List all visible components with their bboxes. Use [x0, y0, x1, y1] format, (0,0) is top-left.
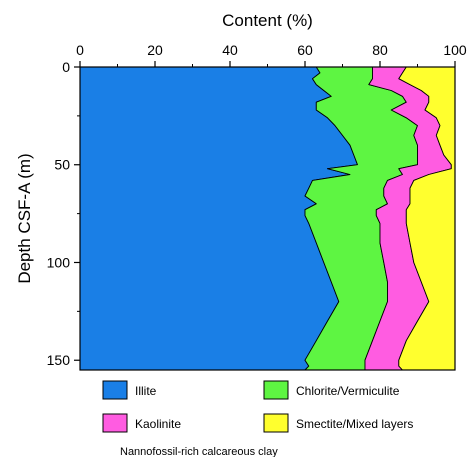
- legend-swatch: [263, 380, 289, 400]
- y-tick-label: 0: [62, 59, 70, 75]
- legend-swatch: [263, 413, 289, 433]
- x-axis-ticks: 0 20 40 60 80 100: [76, 42, 467, 67]
- legend-label: Smectite/Mixed layers: [296, 417, 413, 431]
- legend: Illite Chlorite/Vermiculite Kaolinite Smect…: [102, 380, 413, 433]
- y-axis-ticks: 0 50 100 150: [47, 59, 80, 368]
- y-axis-label: Depth CSF-A (m): [15, 153, 34, 283]
- x-tick-label: 40: [222, 42, 238, 58]
- legend-label: Chlorite/Vermiculite: [296, 384, 400, 398]
- x-axis-label: Content (%): [222, 11, 313, 30]
- x-tick-label: 80: [372, 42, 388, 58]
- y-tick-label: 150: [47, 352, 71, 368]
- x-tick-label: 60: [297, 42, 313, 58]
- legend-label: Kaolinite: [135, 417, 181, 431]
- legend-swatch: [102, 380, 128, 400]
- x-tick-label: 100: [443, 42, 467, 58]
- x-tick-label: 20: [147, 42, 163, 58]
- caption: Nannofossil-rich calcareous clay: [120, 446, 278, 457]
- x-tick-label: 0: [76, 42, 84, 58]
- area-series-group: [79, 66, 456, 371]
- y-tick-label: 50: [54, 157, 70, 173]
- legend-label: Illite: [135, 384, 157, 398]
- legend-swatch: [102, 413, 128, 433]
- y-tick-label: 100: [47, 254, 71, 270]
